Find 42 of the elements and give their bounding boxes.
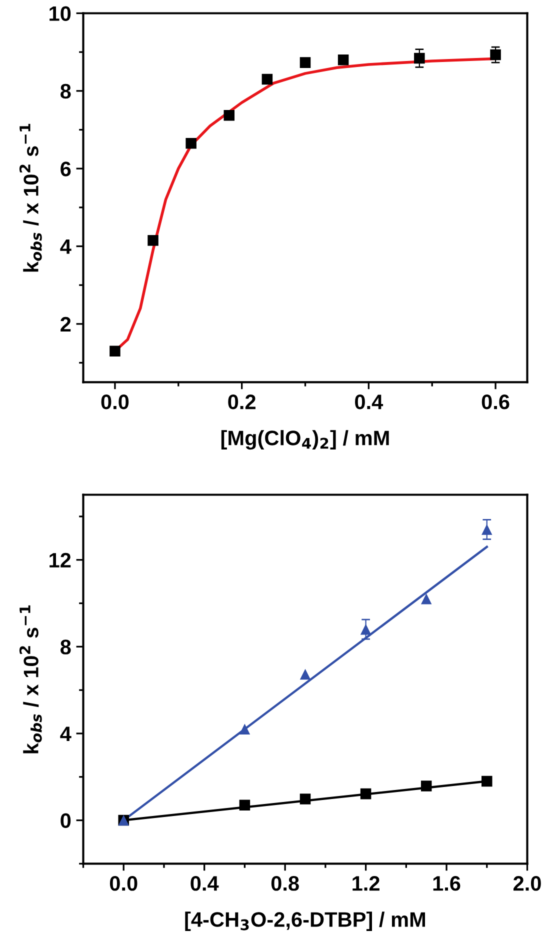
y-tick-label: 4 bbox=[60, 726, 72, 742]
point bbox=[300, 57, 311, 68]
x-tick-label: 0.0 bbox=[110, 876, 138, 891]
x-tick-label: 0.6 bbox=[482, 394, 510, 410]
point bbox=[239, 724, 250, 735]
point bbox=[414, 52, 425, 64]
point bbox=[482, 524, 492, 535]
point bbox=[300, 794, 311, 804]
x-tick-label: 1.6 bbox=[433, 876, 460, 891]
point bbox=[262, 74, 273, 85]
y-tick-label: 6 bbox=[60, 162, 71, 176]
y-tick-label: 12 bbox=[50, 552, 71, 568]
x-tick-label: 0.2 bbox=[228, 394, 256, 410]
y-axis-title: k$_{obs}$ / x 10$^{2}$ s$^{−1}$ bbox=[19, 605, 42, 754]
x-tick-label: 0.0 bbox=[101, 394, 129, 410]
point bbox=[482, 776, 492, 787]
x-axis-title: [Mg(ClO$_{4}$)$_{2}$] / mM bbox=[221, 430, 389, 450]
point bbox=[300, 668, 311, 680]
x-tick-label: 1.2 bbox=[352, 876, 380, 891]
y-tick-label: 4 bbox=[60, 239, 72, 254]
y-tick-label: 8 bbox=[60, 84, 71, 99]
y-axis-title: k$_{obs}$ / x 10$^{2}$ s$^{−1}$ bbox=[19, 124, 42, 272]
y-tick-label: 0 bbox=[60, 813, 71, 828]
point bbox=[360, 624, 372, 635]
y-tick-label: 10 bbox=[50, 6, 71, 21]
x-tick-label: 0.4 bbox=[190, 876, 219, 891]
y-tick-label: 8 bbox=[60, 640, 71, 654]
point bbox=[490, 49, 501, 60]
x-axis-title: [4-CH$_{3}$O-2,6-DTBP] / mM bbox=[185, 912, 426, 932]
point bbox=[420, 780, 432, 792]
x-tick-label: 2.0 bbox=[513, 876, 541, 891]
point bbox=[224, 110, 235, 121]
point bbox=[420, 594, 432, 604]
point bbox=[186, 138, 196, 149]
x-tick-label: 0.4 bbox=[355, 394, 384, 410]
point bbox=[360, 788, 372, 800]
x-tick-label: 0.8 bbox=[271, 876, 299, 891]
point bbox=[338, 54, 349, 66]
point bbox=[148, 235, 158, 246]
point bbox=[239, 800, 250, 810]
point bbox=[110, 346, 120, 356]
y-tick-label: 2 bbox=[60, 316, 71, 332]
